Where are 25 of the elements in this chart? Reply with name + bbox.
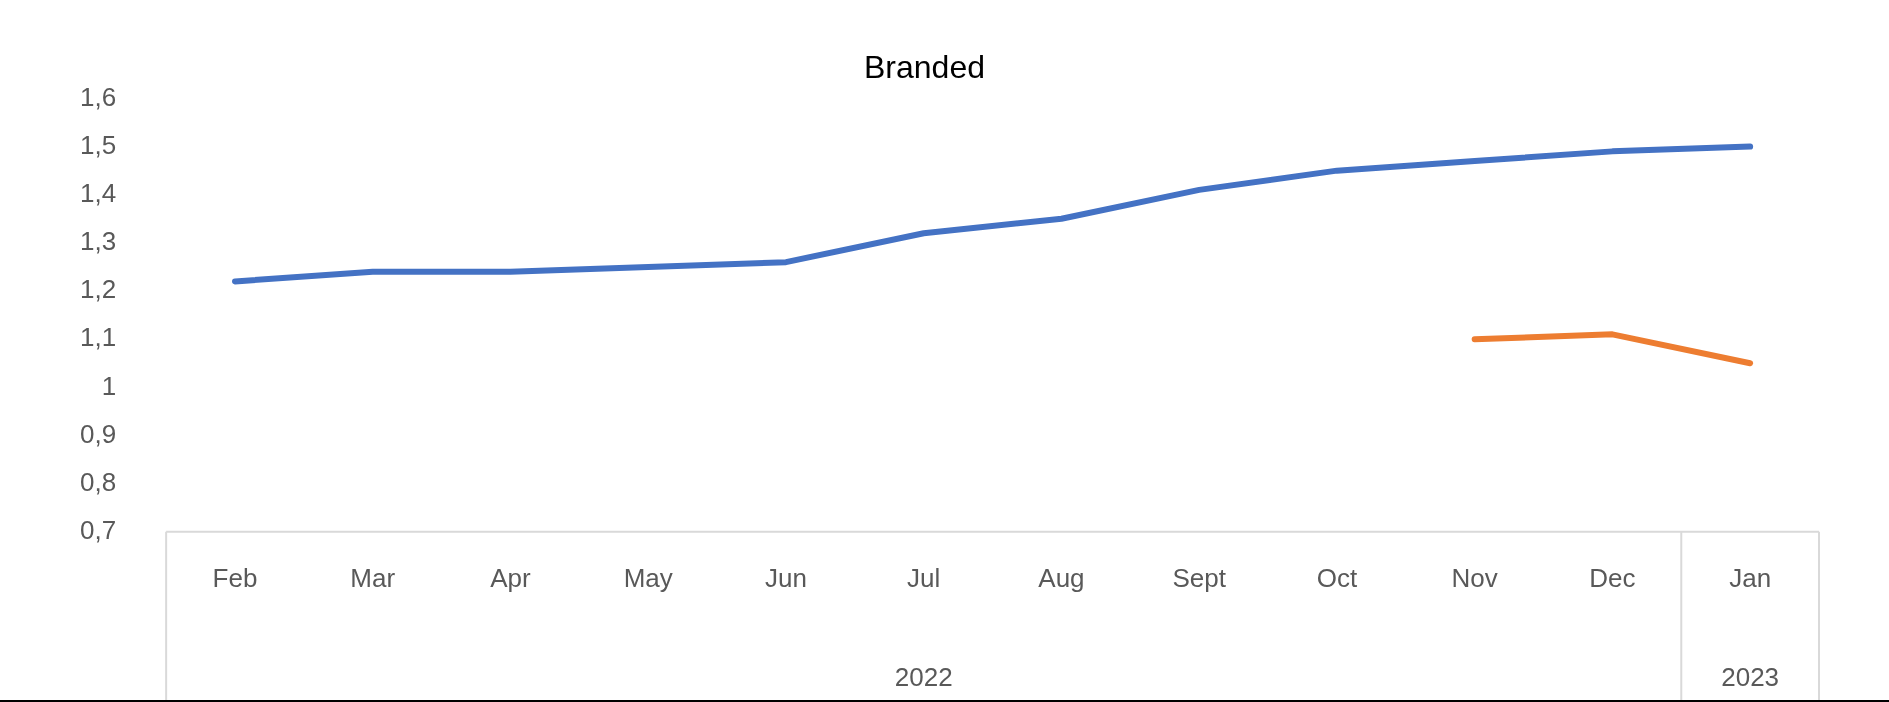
y-tick-label: 0,9 [79,418,117,449]
x-tick-label: Dec [1589,562,1636,593]
y-tick-label: 1,1 [79,322,117,353]
y-tick-label: 1,5 [79,129,117,160]
text: 2023 [1721,662,1780,692]
y-tick-label: 1,2 [79,274,117,305]
x-tick-label: Nov [1451,562,1498,593]
x-tick-label: Apr [490,562,532,593]
y-tick-label: 0,7 [79,514,117,545]
x-tick-label: May [623,562,673,593]
x-tick-label: Jan [1729,562,1772,593]
y-tick-label: 1 [101,370,117,401]
x-tick-label: Oct [1316,562,1358,593]
x-tick-label: Jul [907,562,941,593]
x-tick-label: Feb [212,562,258,593]
y-tick-label: 1,4 [79,177,117,208]
x-tick-label: Jun [765,562,807,593]
x-tick-label: Aug [1038,562,1085,593]
y-tick-label: 1,6 [79,81,117,112]
y-tick-label: 1,3 [79,226,117,257]
chart-title: Branded [864,49,985,86]
text: 2022 [894,662,953,692]
x-tick-label: Mar [350,562,396,593]
x-tick-label: Sept [1172,562,1227,593]
y-tick-label: 0,8 [79,466,117,497]
